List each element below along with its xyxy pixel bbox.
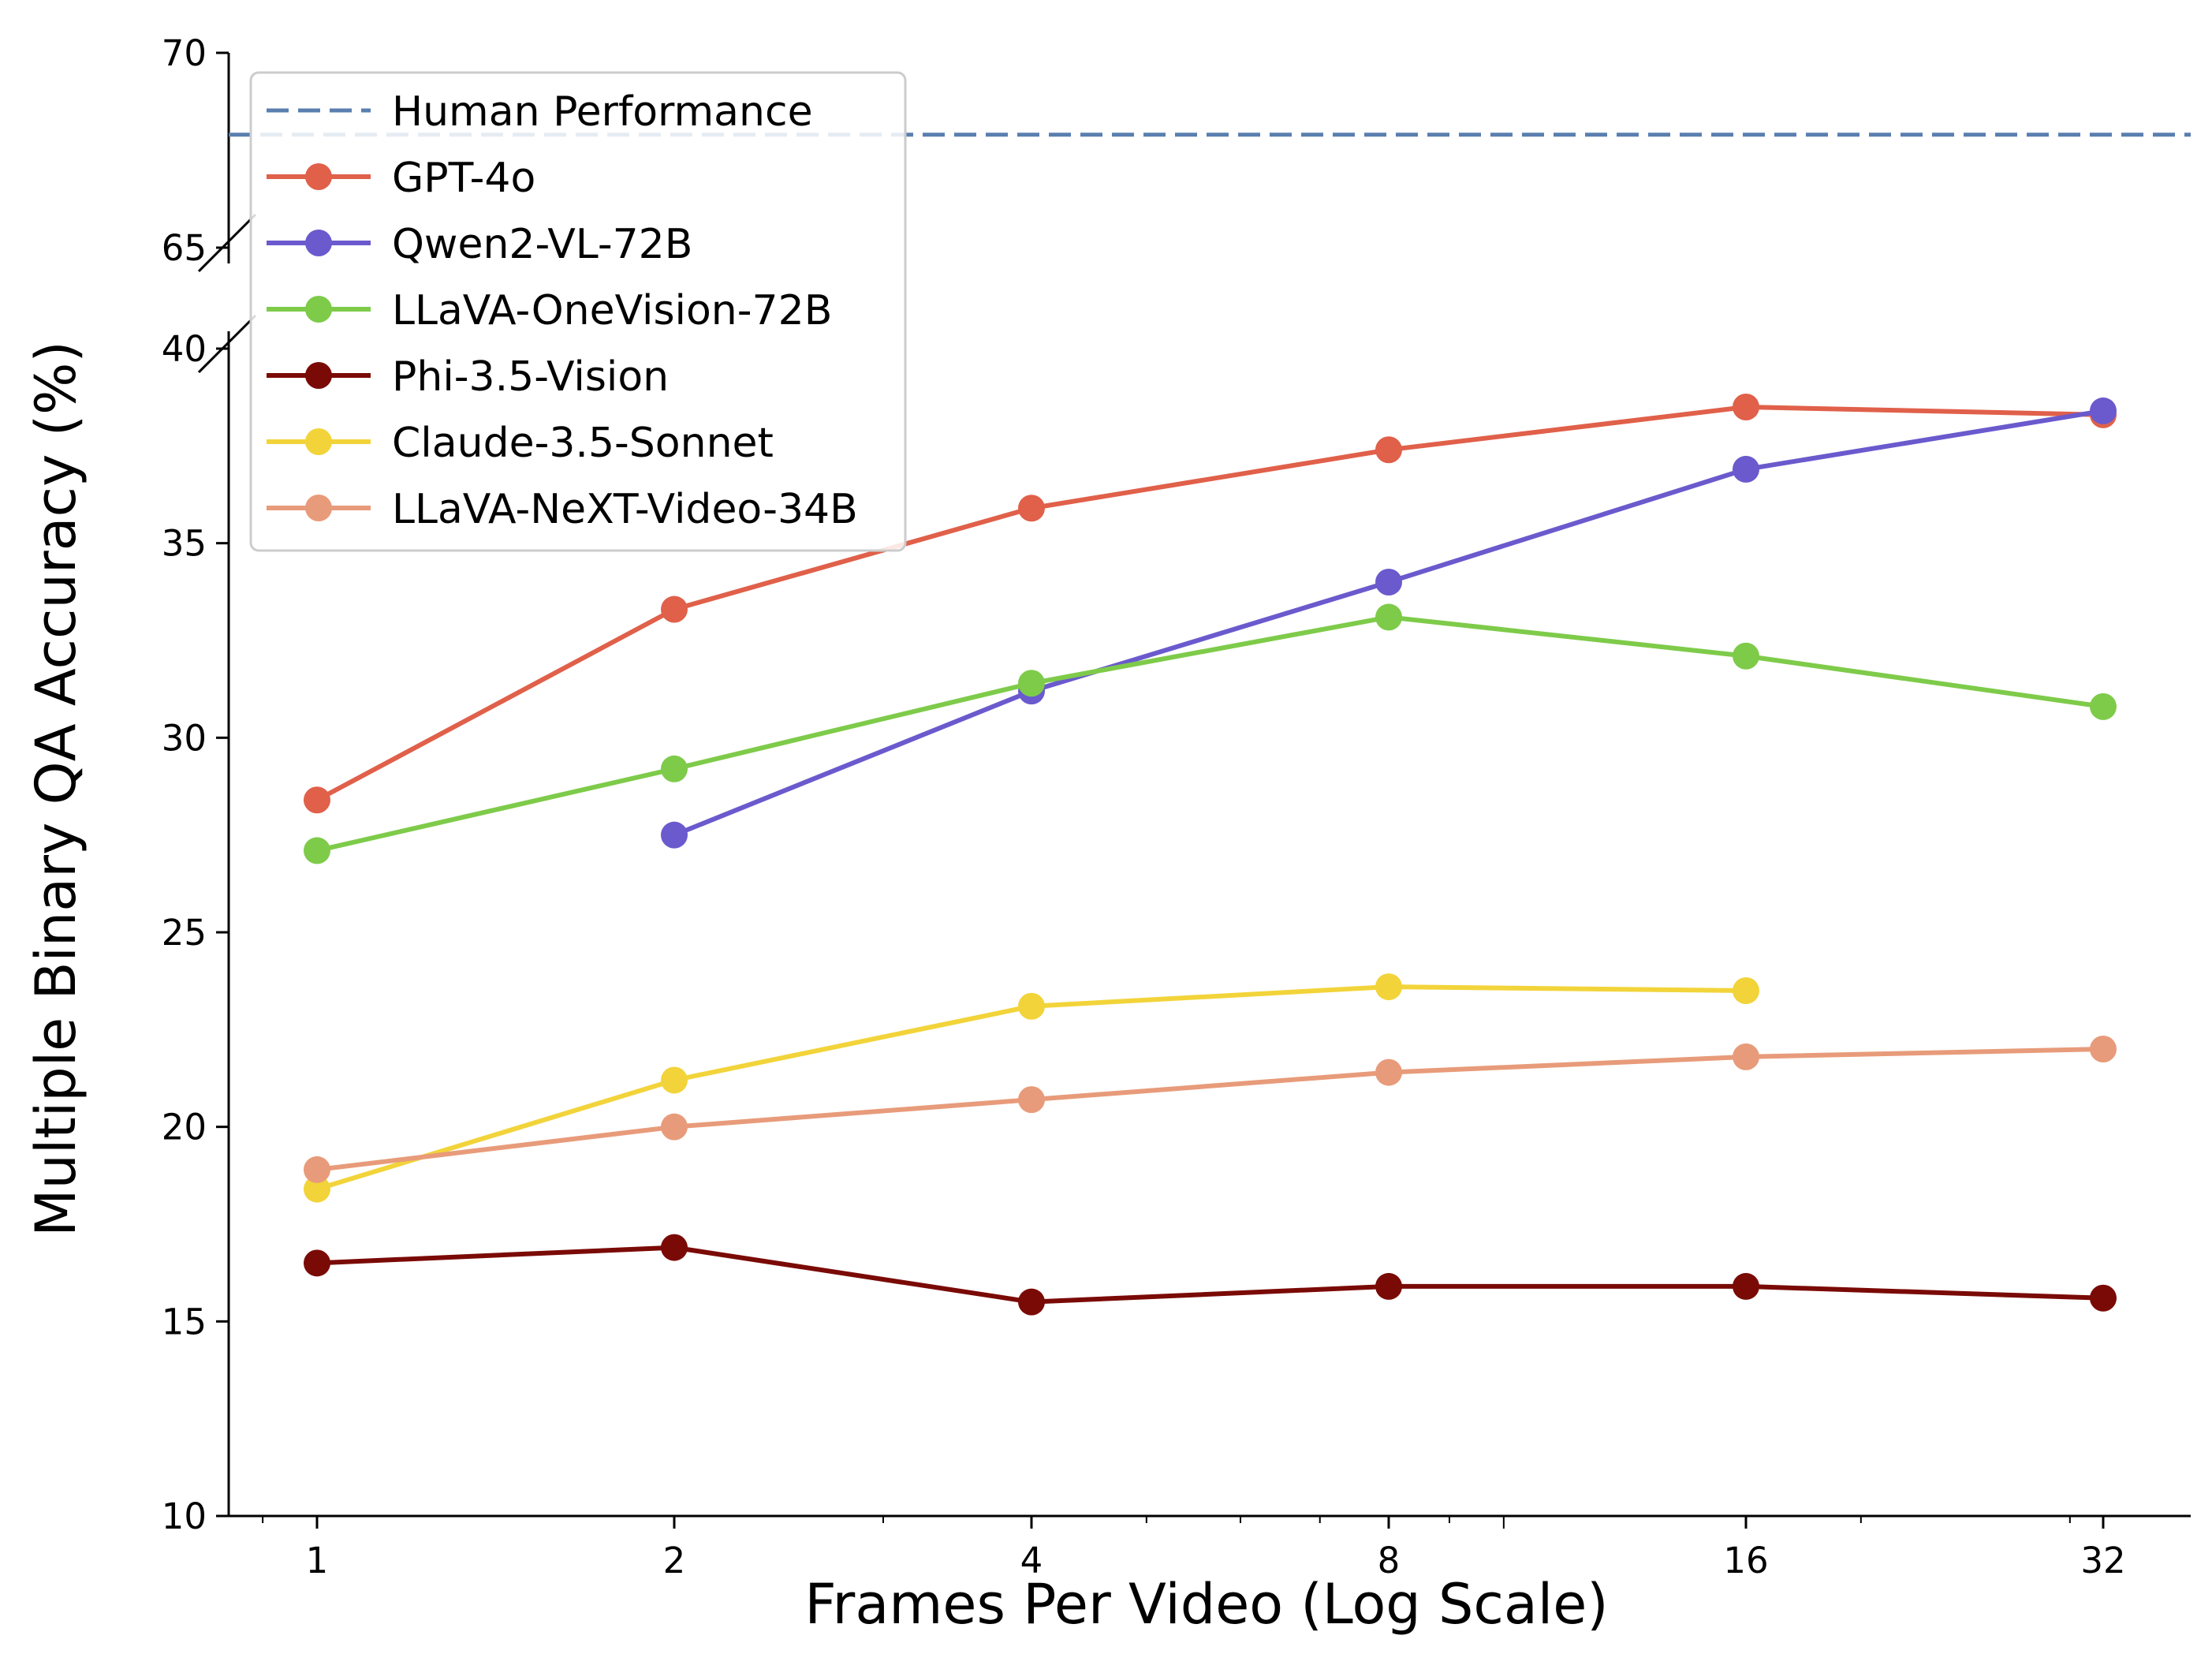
series-line: [316, 614, 2104, 853]
data-point: [1375, 973, 1402, 1001]
axes: 10 15 20 25 30 35 40 65 70 1 2 4 8 16 32: [162, 32, 2191, 1581]
x-tick-label: 32: [2080, 1540, 2125, 1581]
data-point: [1733, 977, 1759, 1004]
data-point: [1018, 1086, 1045, 1114]
series-lines: [304, 394, 2117, 1316]
series-claude-3-5-sonnet: [304, 973, 1759, 1203]
legend-marker: [305, 296, 332, 323]
data-point: [1733, 1043, 1759, 1070]
x-tick-label: 1: [306, 1540, 329, 1581]
data-point: [661, 596, 688, 623]
data-point: [661, 755, 688, 782]
y-tick-label: 70: [162, 32, 207, 74]
legend-marker: [305, 163, 332, 190]
legend-item-claude-3-5-sonnet: Claude-3.5-Sonnet: [267, 420, 774, 467]
data-point: [1018, 495, 1045, 522]
legend-marker: [305, 495, 332, 521]
series-llava-next-video-34b: [304, 1036, 2117, 1183]
legend-item-phi-3-5-vision: Phi-3.5-Vision: [267, 353, 669, 401]
axis-break-mark-lower: [197, 314, 257, 374]
x-tick-label: 2: [663, 1540, 686, 1581]
data-point: [2090, 1284, 2117, 1312]
data-point: [661, 821, 688, 849]
x-tick-label: 4: [1020, 1540, 1043, 1581]
data-point: [304, 786, 330, 814]
series-line: [315, 405, 2104, 802]
legend-label: GPT-4o: [392, 155, 535, 202]
data-point: [304, 1156, 330, 1183]
legend-item-llava-onevision-72b: LLaVA-OneVision-72B: [267, 287, 832, 334]
legend-box: [249, 71, 907, 552]
data-point: [1375, 436, 1402, 464]
data-point: [1018, 670, 1045, 697]
legend-item-llava-next-video-34b: LLaVA-NeXT-Video-34B: [267, 486, 858, 533]
legend-marker: [305, 362, 332, 389]
legend-item-human-performance: Human Performance: [267, 88, 813, 136]
data-point: [304, 1249, 330, 1277]
data-point: [304, 1175, 330, 1203]
data-point: [1375, 569, 1402, 596]
data-point: [661, 1113, 688, 1141]
y-axis-title: Multiple Binary QA Accuracy (%): [24, 341, 88, 1237]
data-point: [661, 1066, 688, 1094]
legend-label: Human Performance: [392, 88, 813, 136]
legend-marker: [305, 230, 332, 256]
y-tick-label: 25: [162, 912, 207, 954]
y-tick-label: 15: [162, 1301, 207, 1342]
legend-label: LLaVA-OneVision-72B: [392, 287, 832, 334]
legend-label: Claude-3.5-Sonnet: [392, 420, 774, 467]
y-tick-label: 30: [162, 717, 207, 759]
series-llava-onevision-72b: [304, 603, 2117, 864]
y-tick-label: 40: [162, 328, 207, 370]
axis-break-mark-upper: [197, 213, 257, 273]
y-tick-label: 20: [162, 1107, 207, 1148]
x-axis-title: Frames Per Video (Log Scale): [804, 1572, 1608, 1637]
data-point: [2090, 397, 2117, 424]
legend-label: Phi-3.5-Vision: [392, 353, 669, 401]
y-tick-label: 10: [162, 1495, 207, 1537]
data-point: [2090, 693, 2117, 720]
legend-marker: [305, 428, 332, 455]
data-point: [1018, 992, 1045, 1020]
data-point: [1733, 1272, 1759, 1300]
y-tick-label: 35: [162, 523, 207, 565]
data-point: [1375, 603, 1402, 631]
legend-label: LLaVA-NeXT-Video-34B: [392, 486, 858, 533]
legend-item-gpt-4o: GPT-4o: [267, 155, 535, 202]
legend-item-qwen2-vl-72b: Qwen2-VL-72B: [267, 221, 692, 268]
series-line: [316, 1047, 2104, 1172]
data-point: [1375, 1059, 1402, 1086]
data-point: [661, 1234, 688, 1261]
x-tick-label: 8: [1378, 1540, 1401, 1581]
data-point: [1733, 394, 1759, 420]
legend: Human Performance GPT-4o Qwen2-VL-72B LLaVA…: [249, 71, 907, 552]
data-point: [1018, 1288, 1045, 1316]
x-tick-label: 16: [1723, 1540, 1768, 1581]
y-tick-label: 65: [162, 227, 207, 269]
legend-label: Qwen2-VL-72B: [392, 221, 692, 268]
series-line: [316, 1245, 2104, 1305]
series-phi-3-5-vision: [304, 1234, 2117, 1316]
data-point: [1375, 1272, 1402, 1300]
data-point: [1733, 455, 1759, 483]
data-point: [2090, 1036, 2117, 1062]
data-point: [1733, 642, 1759, 670]
data-point: [304, 837, 330, 864]
